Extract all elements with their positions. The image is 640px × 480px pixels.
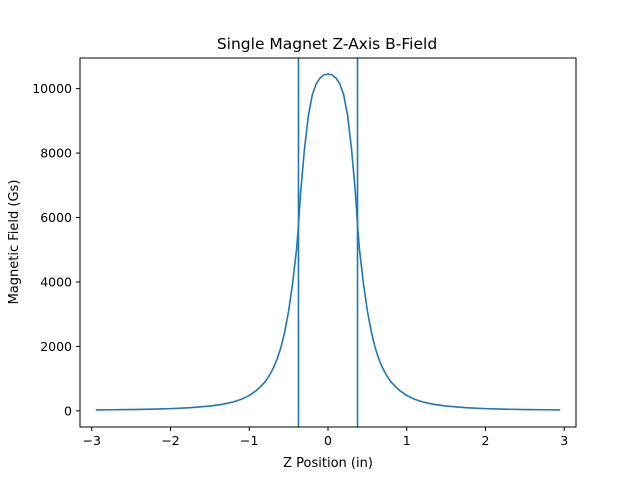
x-tick-label: 1	[403, 433, 411, 448]
y-tick-label: 10000	[32, 81, 72, 96]
x-tick-label: 3	[560, 433, 568, 448]
y-axis: 0 2000 4000 6000 8000 10000	[32, 81, 80, 418]
y-tick-label: 0	[64, 403, 72, 418]
y-axis-label: Magnetic Field (Gs)	[7, 180, 22, 305]
x-tick-label: 0	[324, 433, 332, 448]
x-tick-label: 2	[481, 433, 489, 448]
chart-title: Single Magnet Z-Axis B-Field	[217, 35, 437, 53]
series-line	[95, 73, 561, 411]
y-tick-label: 8000	[40, 146, 72, 161]
y-tick-label: 2000	[40, 339, 72, 354]
x-tick-label: −2	[161, 433, 179, 448]
y-tick-label: 4000	[40, 274, 72, 289]
y-tick-label: 6000	[40, 210, 72, 225]
x-axis-label: Z Position (in)	[283, 456, 373, 471]
x-tick-label: −3	[83, 433, 101, 448]
x-axis: −3 −2 −1 0 1 2 3	[83, 427, 568, 448]
plot-area	[95, 58, 561, 427]
x-tick-label: −1	[240, 433, 258, 448]
